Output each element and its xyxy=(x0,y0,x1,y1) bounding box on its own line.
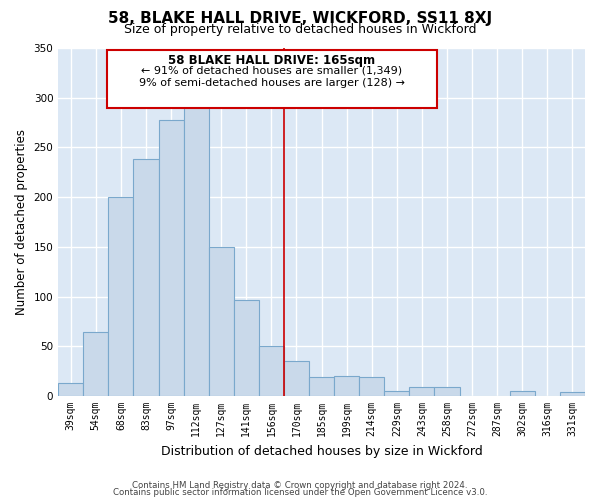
Bar xyxy=(184,104,209,396)
Text: Contains HM Land Registry data © Crown copyright and database right 2024.: Contains HM Land Registry data © Crown c… xyxy=(132,481,468,490)
Text: 58 BLAKE HALL DRIVE: 165sqm: 58 BLAKE HALL DRIVE: 165sqm xyxy=(169,54,376,67)
Text: Contains public sector information licensed under the Open Government Licence v3: Contains public sector information licen… xyxy=(113,488,487,497)
Bar xyxy=(83,332,109,396)
Bar xyxy=(560,392,585,396)
Bar xyxy=(133,160,158,396)
Text: 9% of semi-detached houses are larger (128) →: 9% of semi-detached houses are larger (1… xyxy=(139,78,405,88)
Bar xyxy=(510,391,535,396)
Bar xyxy=(58,383,83,396)
Bar xyxy=(158,120,184,396)
Bar xyxy=(334,376,359,396)
Bar xyxy=(259,346,284,396)
Bar xyxy=(385,391,409,396)
Y-axis label: Number of detached properties: Number of detached properties xyxy=(15,129,28,315)
Bar xyxy=(409,387,434,396)
Text: ← 91% of detached houses are smaller (1,349): ← 91% of detached houses are smaller (1,… xyxy=(142,66,403,76)
Text: 58, BLAKE HALL DRIVE, WICKFORD, SS11 8XJ: 58, BLAKE HALL DRIVE, WICKFORD, SS11 8XJ xyxy=(108,12,492,26)
Text: Size of property relative to detached houses in Wickford: Size of property relative to detached ho… xyxy=(124,22,476,36)
Bar xyxy=(434,387,460,396)
Bar xyxy=(234,300,259,396)
X-axis label: Distribution of detached houses by size in Wickford: Distribution of detached houses by size … xyxy=(161,444,482,458)
Bar xyxy=(107,50,437,108)
Bar xyxy=(209,247,234,396)
Bar xyxy=(284,361,309,396)
Bar xyxy=(359,377,385,396)
Bar xyxy=(309,377,334,396)
Bar xyxy=(109,197,133,396)
